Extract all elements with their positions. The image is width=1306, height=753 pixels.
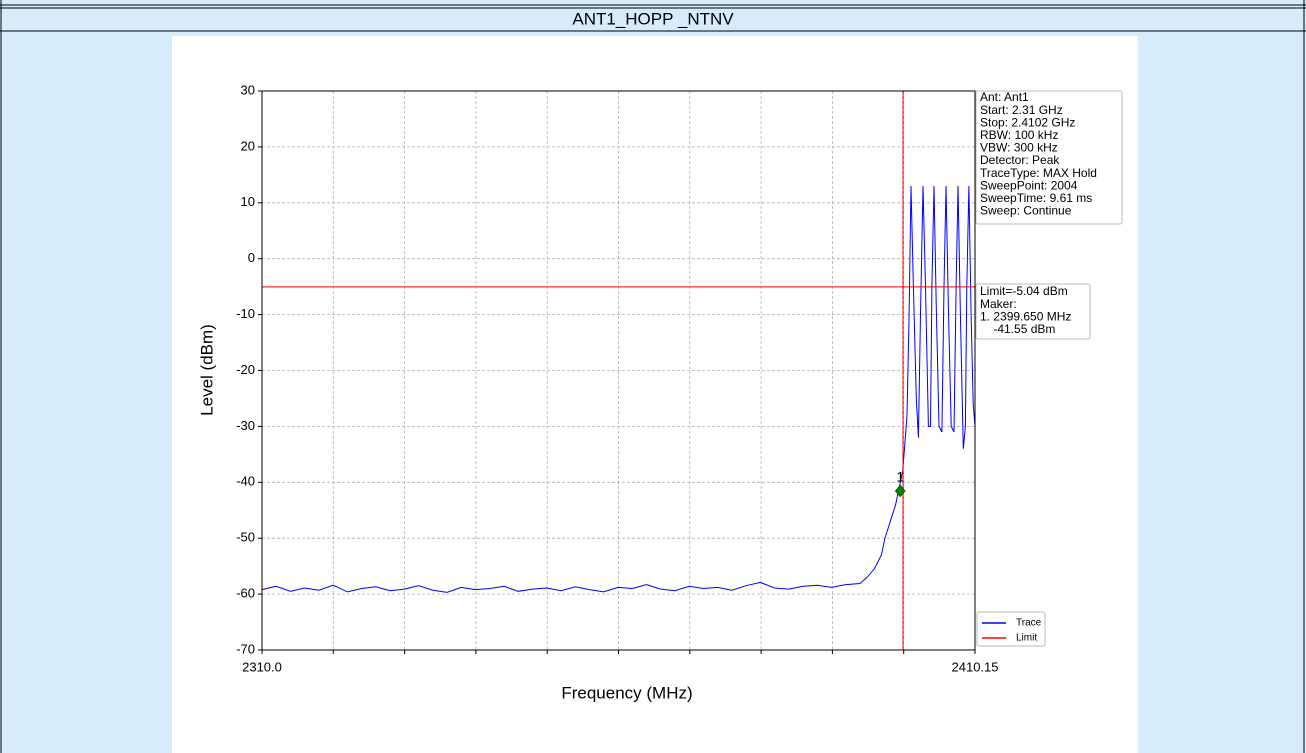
plot-frame	[261, 90, 976, 651]
legend-label: Limit	[1016, 633, 1037, 644]
y-tick-label: 0	[248, 250, 255, 265]
y-tick-label: -20	[236, 362, 255, 377]
info-line: Sweep: Continue	[980, 204, 1072, 218]
marker	[894, 484, 906, 498]
limit-line-text: 1. 2399.650 MHz	[980, 309, 1071, 323]
limit-line-text: Maker:	[980, 297, 1017, 311]
y-tick-label: -10	[236, 306, 255, 321]
limit-line-text: Limit=-5.04 dBm	[980, 284, 1068, 298]
x-axis-label: Frequency (MHz)	[561, 683, 692, 702]
info-line: VBW: 300 kHz	[980, 141, 1058, 155]
info-line: Stop: 2.4102 GHz	[980, 115, 1075, 129]
info-line: Start: 2.31 GHz	[980, 103, 1063, 117]
page-title: ANT1_HOPP _NTNV	[572, 9, 734, 28]
y-tick-label: -30	[236, 418, 255, 433]
y-tick-label: -40	[236, 474, 255, 489]
limit-line-text: -41.55 dBm	[980, 322, 1055, 336]
y-tick-label: -70	[236, 641, 255, 656]
y-tick-label: 20	[241, 138, 255, 153]
y-tick-label: 30	[241, 82, 255, 97]
info-box	[975, 90, 1123, 225]
info-line: TraceType: MAX Hold	[980, 166, 1097, 180]
legend-label: Trace	[1016, 618, 1042, 629]
info-line: RBW: 100 kHz	[980, 128, 1058, 142]
x-tick-label: 2310.0	[242, 659, 282, 674]
info-line: Detector: Peak	[980, 153, 1060, 167]
y-tick-label: -50	[236, 530, 255, 545]
y-tick-label: 10	[241, 194, 255, 209]
limit-box	[975, 283, 1091, 340]
x-tick-label: 2410.15	[952, 659, 999, 674]
trace-line	[261, 185, 976, 593]
info-line: SweepTime: 9.61 ms	[980, 191, 1092, 205]
marker-label: 1	[896, 469, 904, 485]
info-line: Ant: Ant1	[980, 90, 1029, 104]
y-axis-label: Level (dBm)	[197, 324, 216, 416]
y-tick-label: -60	[236, 586, 255, 601]
info-line: SweepPoint: 2004	[980, 178, 1078, 192]
